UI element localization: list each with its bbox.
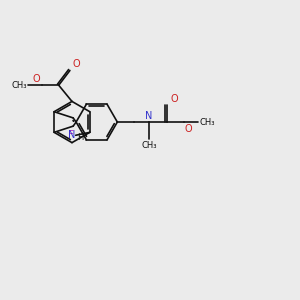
Text: CH₃: CH₃ <box>200 118 215 127</box>
Text: O: O <box>185 124 192 134</box>
Text: H: H <box>77 133 83 142</box>
Text: N: N <box>68 130 75 140</box>
Text: O: O <box>32 74 40 84</box>
Text: F: F <box>68 130 74 140</box>
Text: N: N <box>145 111 152 121</box>
Text: CH₃: CH₃ <box>141 141 157 150</box>
Text: O: O <box>72 59 80 69</box>
Text: CH₃: CH₃ <box>11 81 27 90</box>
Text: O: O <box>170 94 178 104</box>
